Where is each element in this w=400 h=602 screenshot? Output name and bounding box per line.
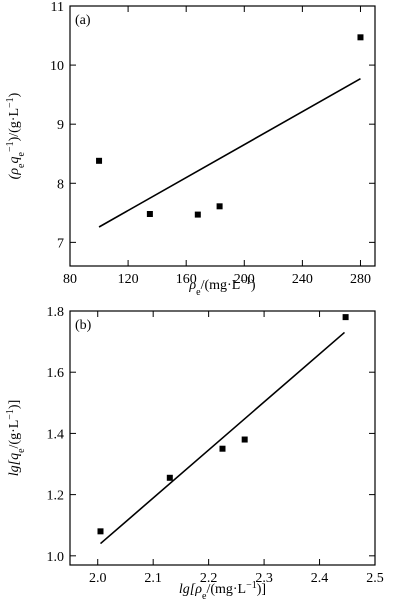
chart-panel-a: 80 120 160 200 240 280 7 8 9 10 11 (a) ρe/(mg·L−1) (ρ… [5,0,376,298]
y-tick-label: 7 [57,236,64,251]
data-point [342,314,349,321]
y-tick-label: 1.4 [47,427,65,442]
y-tick-label: 1.6 [47,366,65,381]
x-tick-label: 120 [118,272,139,287]
x-axis-label: lg[ρe/(mg·L−1)] [179,580,266,602]
y-tick-label: 11 [51,0,64,15]
x-tick-label: 2.1 [144,571,162,586]
y-tick-label: 1.2 [47,489,65,504]
y-axis-label: (ρeqe−1)/(g·L−1) [5,92,27,179]
x-tick-label: 200 [234,272,255,287]
y-tick-label: 1.0 [47,550,65,565]
x-tick-label: 2.0 [89,571,107,586]
x-tick-label: 2.5 [366,571,384,586]
data-point [96,157,103,164]
fit-line [99,331,346,545]
chart-panel-b: 2.0 2.1 2.2 2.3 2.4 2.5 1.0 1.2 1.4 1.6 1.8 (b) lg[ρ… [5,305,384,602]
data-point [97,528,104,535]
data-point [219,445,226,452]
y-tick-label: 9 [57,118,64,133]
y-tick-label: 10 [50,59,64,74]
fit-line [98,77,361,228]
x-tick-label: 80 [63,272,77,287]
y-axis-label: lg[qe/(g·L−1)] [5,400,27,477]
y-tick-label: 1.8 [47,305,65,320]
plot-frame [69,5,376,267]
x-tick-label: 160 [176,272,197,287]
x-tick-label: 2.4 [311,571,329,586]
panel-label: (a) [75,13,91,28]
data-point [357,34,364,41]
plot-frame [69,310,376,566]
data-point [216,203,223,210]
x-tick-label: 2.2 [200,571,218,586]
data-point [166,474,173,481]
x-tick-label: 240 [292,272,313,287]
data-point [241,436,248,443]
data-point [194,211,201,218]
y-tick-label: 8 [57,177,64,192]
x-axis-label: ρe/(mg·L−1) [188,276,255,298]
panel-label: (b) [75,318,92,333]
x-tick-label: 280 [350,272,371,287]
data-point [146,211,153,217]
x-tick-label: 2.3 [255,571,273,586]
